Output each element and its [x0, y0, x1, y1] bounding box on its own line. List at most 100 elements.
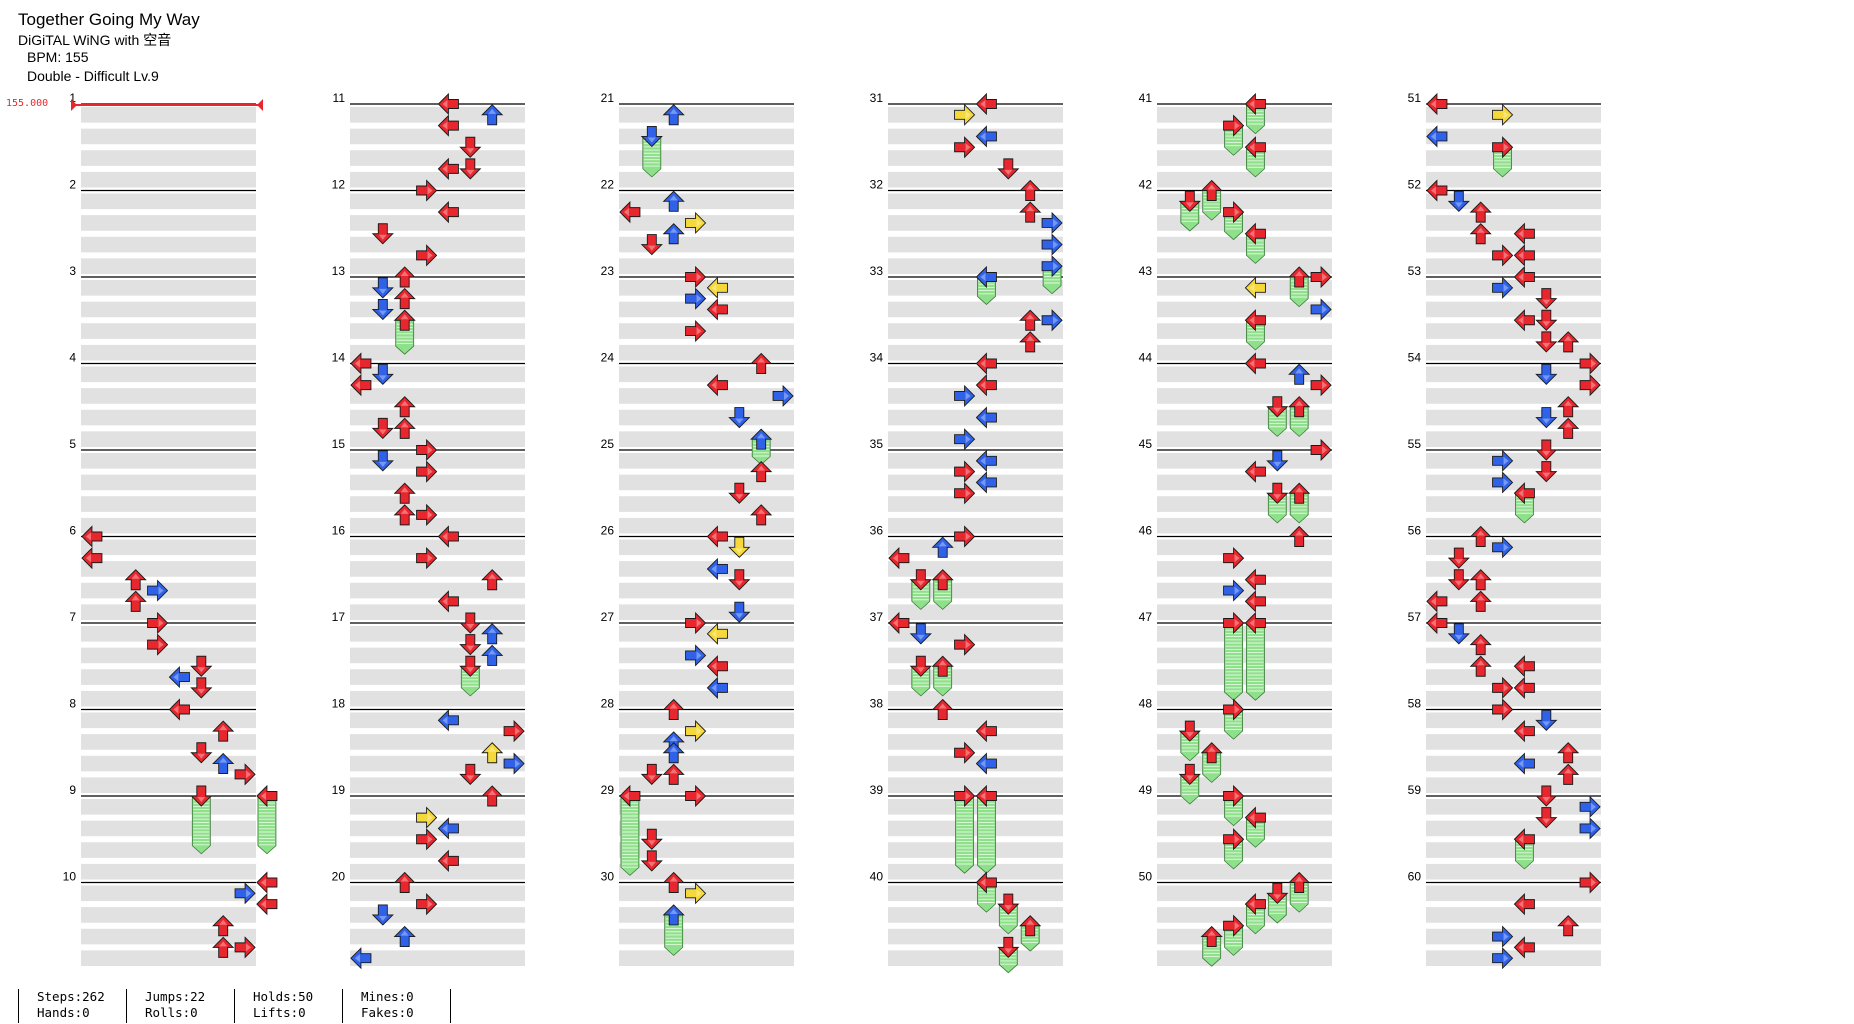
measure-number: 16: [332, 524, 346, 538]
down-arrow-icon: [371, 277, 394, 299]
beat-band: [619, 820, 794, 837]
arrow-highlight: [735, 580, 744, 586]
measure-number: 34: [870, 351, 884, 365]
down-arrow-icon: [371, 223, 394, 245]
beat-band: [81, 431, 256, 447]
arrow-highlight: [158, 640, 164, 649]
right-arrow-icon: [954, 633, 976, 656]
down-arrow-icon: [1447, 190, 1470, 212]
arrow-highlight: [647, 861, 656, 867]
stat-mines: Mines:0: [361, 989, 414, 1004]
right-arrow-icon: [1223, 784, 1245, 808]
arrow-highlight: [158, 619, 164, 627]
arrow-highlight: [1518, 900, 1524, 909]
up-arrow-icon: [1469, 201, 1492, 223]
beat-band: [888, 842, 1063, 858]
arrow-highlight: [1503, 478, 1509, 487]
arrow-highlight: [173, 673, 179, 682]
beat-band: [619, 301, 794, 318]
right-arrow-icon: [234, 882, 256, 905]
down-arrow-icon: [1178, 190, 1201, 212]
beat-band: [1426, 280, 1601, 296]
left-arrow-icon: [1513, 244, 1535, 267]
beat-band: [888, 388, 1063, 404]
beat-band: [81, 366, 256, 383]
stat-steps: Steps:262: [37, 989, 105, 1004]
up-arrow-icon: [481, 104, 504, 126]
up-arrow-icon: [1200, 179, 1223, 201]
arrow-highlight: [696, 294, 702, 303]
up-arrow-icon: [393, 925, 416, 948]
beat-band: [81, 215, 256, 231]
arrow-highlight: [1503, 705, 1509, 714]
up-arrow-icon: [1288, 396, 1311, 418]
left-arrow-icon: [437, 92, 459, 116]
beat-band: [81, 171, 256, 188]
arrow-highlight: [466, 148, 475, 154]
arrow-highlight: [711, 283, 717, 292]
beat-band: [619, 474, 794, 491]
beat-band: [1426, 734, 1601, 750]
arrow-highlight: [1518, 835, 1524, 844]
arrow-highlight: [488, 746, 497, 752]
arrow-highlight: [85, 532, 91, 541]
beat-band: [619, 344, 794, 361]
hold-note-icon: [955, 795, 974, 874]
arrow-highlight: [1430, 597, 1436, 606]
arrow-highlight: [1026, 184, 1035, 190]
beat-band: [888, 344, 1063, 361]
arrow-highlight: [892, 619, 898, 627]
left-arrow-icon: [256, 784, 278, 808]
beat-band: [1426, 885, 1601, 902]
arrow-highlight: [711, 305, 717, 314]
arrow-highlight: [711, 564, 717, 573]
measure-number: 22: [601, 178, 615, 192]
down-arrow-icon: [1535, 331, 1558, 353]
arrow-highlight: [1273, 494, 1282, 500]
beat-band: [619, 950, 794, 966]
beat-band: [350, 409, 525, 426]
arrow-highlight: [197, 667, 206, 673]
left-arrow-icon: [1513, 676, 1535, 699]
down-arrow-icon: [997, 893, 1020, 915]
stats-group-jumps: Jumps:22 Rolls:0: [126, 989, 205, 1023]
left-arrow-icon: [1426, 611, 1448, 635]
beat-band: [1157, 799, 1332, 815]
down-arrow-icon: [459, 763, 482, 786]
arrow-highlight: [1454, 559, 1463, 565]
arrow-highlight: [696, 792, 702, 800]
up-arrow-icon: [212, 936, 235, 958]
left-arrow-icon: [706, 622, 728, 645]
arrow-highlight: [427, 835, 433, 844]
down-arrow-icon: [190, 742, 213, 764]
beat-band: [888, 950, 1063, 966]
arrow-highlight: [1503, 456, 1509, 465]
arrow-highlight: [647, 137, 656, 143]
arrow-highlight: [1564, 919, 1573, 925]
beat-band: [1426, 561, 1601, 577]
beat-band: [350, 755, 525, 772]
arrow-highlight: [260, 878, 266, 887]
beat-band: [350, 734, 525, 750]
beat-band: [619, 799, 794, 815]
arrow-highlight: [965, 435, 971, 444]
beat-band: [619, 842, 794, 858]
right-arrow-icon: [954, 482, 976, 505]
measure-number: 11: [333, 91, 346, 105]
hold-note-icon: [1246, 319, 1265, 351]
up-arrow-icon: [393, 482, 416, 504]
song-title: Together Going My Way: [18, 10, 200, 29]
beat-band: [1157, 734, 1332, 750]
hold-note-icon: [257, 795, 277, 855]
beat-band: [619, 690, 794, 707]
beat-band: [1426, 690, 1601, 707]
beat-band: [619, 582, 794, 599]
beat-band: [1426, 863, 1601, 880]
down-arrow-icon: [1266, 882, 1289, 904]
left-arrow-icon: [975, 720, 997, 743]
beat-band: [81, 496, 256, 512]
left-arrow-icon: [1513, 655, 1535, 678]
arrow-highlight: [442, 164, 448, 173]
beat-band: [619, 561, 794, 577]
down-arrow-icon: [640, 125, 663, 148]
